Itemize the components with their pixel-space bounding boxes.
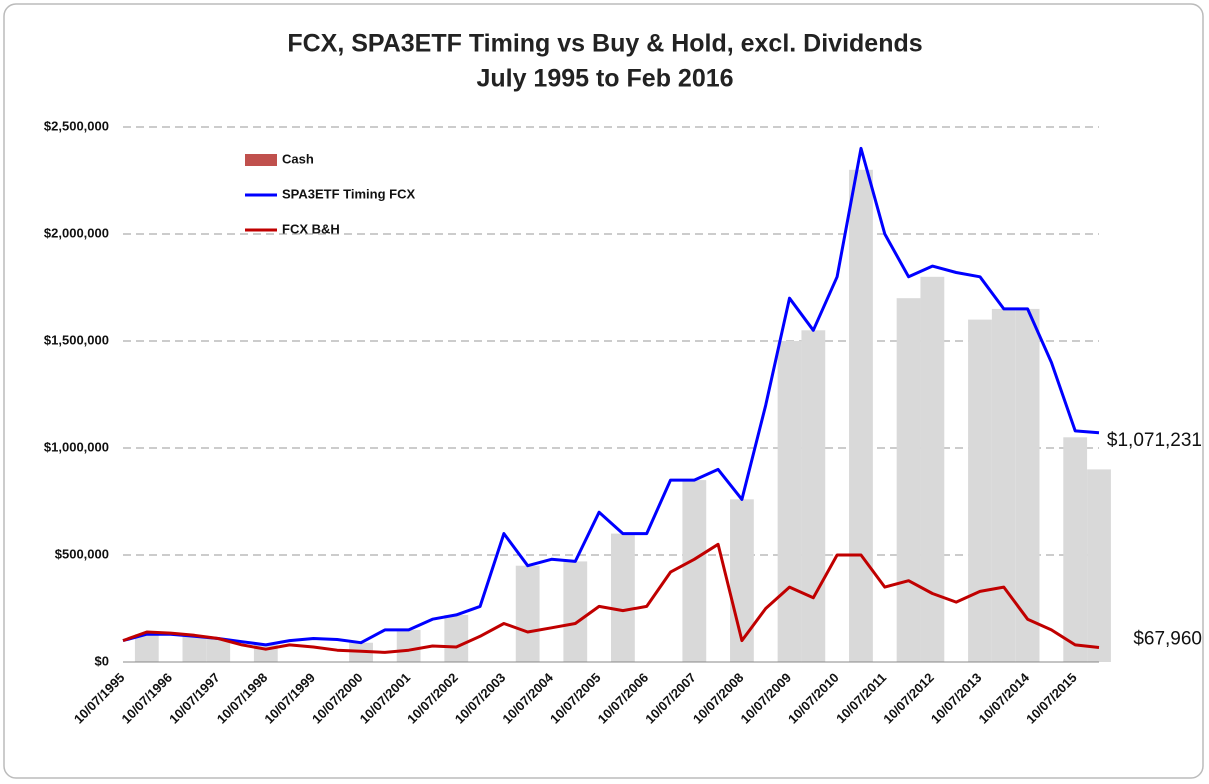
end-label: $67,960	[1133, 628, 1202, 649]
cash-bar	[801, 330, 826, 662]
cash-bar	[1015, 308, 1040, 662]
y-tick-label: $1,000,000	[44, 439, 109, 454]
y-tick-label: $2,000,000	[44, 225, 109, 240]
cash-bar	[1063, 437, 1088, 662]
cash-bar	[682, 480, 707, 662]
cash-bar	[444, 614, 469, 662]
cash-bar	[396, 629, 421, 662]
cash-bar	[896, 298, 921, 662]
end-label: $1,071,231	[1107, 430, 1202, 451]
legend-label: FCX B&H	[282, 221, 340, 236]
y-tick-label: $1,500,000	[44, 332, 109, 347]
cash-bar	[563, 561, 588, 662]
legend-label: Cash	[282, 151, 314, 166]
legend-swatch	[245, 154, 277, 166]
y-tick-label: $2,500,000	[44, 118, 109, 133]
chart-subtitle: July 1995 to Feb 2016	[476, 65, 733, 93]
series-line	[122, 542, 1100, 654]
cash-bar	[777, 341, 802, 662]
cash-bar	[515, 565, 540, 662]
cash-bar	[920, 276, 945, 662]
cash-bar	[206, 638, 231, 662]
cash-bar	[182, 636, 207, 662]
series-line	[122, 146, 1100, 647]
legend-label: SPA3ETF Timing FCX	[282, 186, 415, 201]
cash-bar	[849, 169, 873, 663]
y-tick-label: $500,000	[55, 546, 109, 561]
cash-bar	[134, 634, 159, 662]
cash-bar	[1087, 469, 1111, 662]
chart-title: FCX, SPA3ETF Timing vs Buy & Hold, excl.…	[287, 30, 922, 58]
cash-bar	[968, 319, 992, 662]
cash-bar	[611, 533, 635, 662]
cash-bar	[991, 308, 1016, 662]
y-tick-label: $0	[95, 653, 109, 668]
